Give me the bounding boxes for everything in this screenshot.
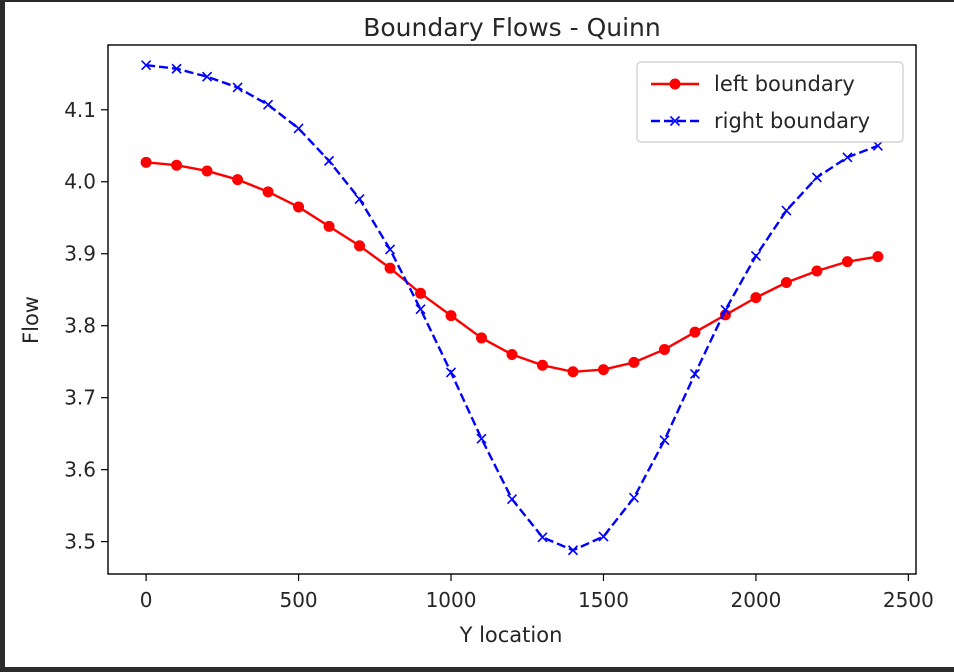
data-point (659, 435, 670, 446)
data-point (597, 364, 609, 376)
data-point (232, 174, 244, 186)
data-point (689, 326, 701, 338)
data-point (384, 262, 396, 274)
legend-label: left boundary (714, 72, 855, 96)
data-point (202, 71, 213, 82)
data-point (872, 251, 884, 263)
data-point (506, 494, 518, 505)
x-tick-label: 0 (140, 588, 153, 612)
data-point (628, 356, 640, 368)
data-point (842, 152, 853, 163)
data-point (476, 433, 487, 444)
axis-ticks: 0 500 1000 1500 2000 2500 3.5 3.6 3.7 3.8 3.9 4.0 4.… (64, 98, 934, 612)
data-point (537, 532, 548, 543)
data-point (415, 304, 426, 315)
legend-marker (669, 78, 681, 90)
data-point (872, 140, 883, 151)
data-point (567, 366, 579, 378)
data-point (720, 304, 731, 315)
legend: left boundary right boundary (636, 61, 904, 143)
x-tick-label: 1000 (426, 588, 477, 612)
x-tick-label: 2000 (730, 588, 781, 612)
x-tick-label: 2500 (883, 588, 934, 612)
x-axis-label: Y location (459, 623, 563, 647)
data-point (506, 348, 518, 360)
data-point (811, 265, 823, 277)
data-point (628, 492, 640, 503)
data-point (689, 368, 701, 379)
data-point (201, 165, 213, 177)
data-point (384, 244, 396, 255)
data-point (354, 193, 365, 205)
data-point (658, 343, 670, 355)
data-point (262, 186, 274, 198)
data-point (323, 155, 335, 166)
legend-entry: left boundary (651, 72, 855, 96)
data-point (140, 156, 152, 168)
series-0 (140, 156, 884, 378)
data-point (781, 205, 792, 216)
data-point (750, 250, 761, 261)
data-point (445, 310, 457, 322)
data-point (811, 172, 822, 183)
legend-label: right boundary (714, 109, 870, 133)
data-point (476, 332, 488, 344)
data-point (171, 63, 182, 74)
data-point (536, 359, 548, 371)
data-point (415, 287, 427, 299)
data-point (567, 545, 579, 556)
legend-marker (669, 115, 681, 127)
data-point (323, 220, 335, 232)
y-axis-label: Flow (19, 296, 43, 344)
y-tick-label: 3.6 (64, 458, 96, 482)
y-tick-label: 3.5 (64, 530, 96, 554)
x-tick-label: 500 (279, 588, 317, 612)
legend-box (636, 61, 904, 143)
y-tick-label: 3.8 (64, 314, 96, 338)
data-point (445, 367, 457, 378)
plot-area (107, 44, 917, 575)
y-tick-label: 4.0 (64, 170, 96, 194)
data-point (598, 531, 609, 542)
data-point (141, 60, 152, 71)
axes-frame (107, 44, 917, 575)
y-tick-label: 4.1 (64, 98, 96, 122)
data-point (232, 82, 243, 93)
data-point (293, 201, 305, 213)
series-line (145, 161, 879, 373)
series-1 (141, 60, 883, 556)
data-point (841, 256, 853, 268)
data-point (780, 277, 792, 289)
data-point (750, 292, 762, 304)
legend-entry: right boundary (651, 109, 870, 133)
data-point (171, 159, 183, 171)
chart-title: Boundary Flows - Quinn (363, 13, 661, 42)
y-tick-label: 3.9 (64, 242, 96, 266)
data-point (263, 99, 274, 110)
x-tick-label: 1500 (578, 588, 629, 612)
y-tick-label: 3.7 (64, 386, 96, 410)
data-point (354, 240, 366, 252)
data-point (293, 123, 304, 134)
